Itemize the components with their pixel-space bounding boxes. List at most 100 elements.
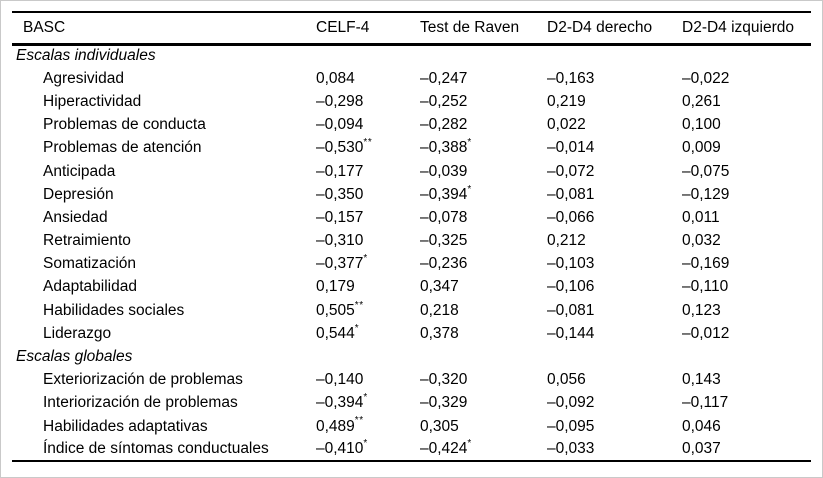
value-cell: 0,212 (547, 232, 586, 250)
value-cell: 0,056 (547, 371, 586, 389)
value-cell: –0,177 (316, 162, 364, 180)
value-cell: –0,298 (316, 92, 364, 110)
column-header-d2d4-derecho: D2-D4 derecho (547, 18, 653, 36)
row-label: Retraimiento (43, 232, 131, 250)
value-cell: –0,092 (547, 394, 595, 412)
value-cell: –0,252 (420, 92, 468, 110)
value-cell: –0,388* (420, 137, 472, 157)
value-cell: 0,305 (420, 417, 459, 435)
value-cell: 0,100 (682, 116, 721, 134)
table-row: Retraimiento –0,310 –0,325 0,212 0,032 (12, 230, 811, 253)
value-cell: –0,394* (316, 392, 368, 412)
table-row: Índice de síntomas conductuales –0,410* –0… (12, 438, 811, 461)
value-cell: –0,320 (420, 371, 468, 389)
table-row: Agresividad 0,084 –0,247 –0,163 –0,022 (12, 67, 811, 90)
value-cell: –0,424* (420, 438, 472, 458)
value-cell: –0,012 (682, 324, 730, 342)
value-cell: –0,066 (547, 208, 595, 226)
table-row: Liderazgo 0,544* 0,378 –0,144 –0,012 (12, 322, 811, 345)
section-row: Escalas individuales (12, 44, 811, 67)
table-row: Hiperactividad –0,298 –0,252 0,219 0,261 (12, 90, 811, 113)
value-cell: –0,033 (547, 440, 595, 458)
correlation-table: BASC CELF-4 Test de Raven D2-D4 derecho … (12, 11, 811, 463)
value-cell: –0,014 (547, 139, 595, 157)
column-header-raven: Test de Raven (420, 18, 520, 36)
significance-marker: * (467, 137, 472, 149)
value-cell: –0,325 (420, 232, 468, 250)
value-cell: 0,347 (420, 278, 459, 296)
value-cell: –0,022 (682, 69, 730, 87)
value-cell: 0,219 (547, 92, 586, 110)
value-cell: –0,039 (420, 162, 468, 180)
table-row: Problemas de conducta –0,094 –0,282 0,022 0,… (12, 114, 811, 137)
value-cell: –0,072 (547, 162, 595, 180)
value-cell: 0,022 (547, 116, 586, 134)
value-cell: 0,261 (682, 92, 721, 110)
value-cell: 0,143 (682, 371, 721, 389)
value-cell: 0,218 (420, 301, 459, 319)
table-row: Habilidades adaptativas 0,489** 0,305 –0,09… (12, 415, 811, 438)
value-cell: –0,129 (682, 185, 730, 203)
value-cell: –0,163 (547, 69, 595, 87)
value-cell: –0,095 (547, 417, 595, 435)
significance-marker: ** (354, 415, 364, 427)
value-cell: 0,046 (682, 417, 721, 435)
row-label: Problemas de atención (43, 139, 202, 157)
value-cell: –0,081 (547, 301, 595, 319)
significance-marker: ** (363, 137, 373, 149)
row-label: Liderazgo (43, 324, 112, 342)
value-cell: 0,032 (682, 232, 721, 250)
value-cell: –0,247 (420, 69, 468, 87)
value-cell: 0,544* (316, 322, 360, 342)
column-header-celf4: CELF-4 (316, 18, 370, 36)
row-label: Agresividad (43, 69, 124, 87)
table-row: Habilidades sociales 0,505** 0,218 –0,081 0,… (12, 299, 811, 322)
header-row: BASC CELF-4 Test de Raven D2-D4 derecho … (12, 12, 811, 44)
value-cell: –0,530** (316, 137, 373, 157)
table-row: Anticipada –0,177 –0,039 –0,072 –0,075 (12, 160, 811, 183)
row-label: Habilidades sociales (43, 301, 185, 319)
value-cell: –0,310 (316, 232, 364, 250)
value-cell: 0,179 (316, 278, 355, 296)
value-cell: –0,282 (420, 116, 468, 134)
table-row: Ansiedad –0,157 –0,078 –0,066 0,011 (12, 206, 811, 229)
value-cell: –0,144 (547, 324, 595, 342)
value-cell: 0,037 (682, 440, 721, 458)
table-row: Somatización –0,377* –0,236 –0,103 –0,169 (12, 253, 811, 276)
value-cell: –0,117 (682, 394, 729, 412)
row-label: Interiorización de problemas (43, 394, 238, 412)
table-row: Exteriorización de problemas –0,140 –0,320… (12, 369, 811, 392)
significance-marker: * (354, 322, 360, 334)
column-header-basc: BASC (23, 18, 66, 36)
row-label: Problemas de conducta (43, 116, 206, 134)
row-label: Índice de síntomas conductuales (43, 440, 269, 458)
value-cell: –0,329 (420, 394, 468, 412)
value-cell: –0,106 (547, 278, 595, 296)
value-cell: –0,377* (316, 253, 368, 273)
row-label: Exteriorización de problemas (43, 371, 243, 389)
section-label: Escalas individuales (16, 47, 156, 65)
value-cell: 0,378 (420, 324, 459, 342)
value-cell: –0,157 (316, 208, 364, 226)
row-label: Adaptabilidad (43, 278, 137, 296)
value-cell: –0,075 (682, 162, 730, 180)
value-cell: –0,103 (547, 255, 595, 273)
table-row: Adaptabilidad 0,179 0,347 –0,106 –0,110 (12, 276, 811, 299)
value-cell: 0,009 (682, 139, 721, 157)
significance-marker: * (363, 392, 368, 404)
value-cell: –0,350 (316, 185, 364, 203)
value-cell: –0,110 (682, 278, 729, 296)
significance-marker: * (363, 438, 368, 450)
table-header: BASC CELF-4 Test de Raven D2-D4 derecho … (12, 12, 811, 44)
value-cell: 0,084 (316, 69, 355, 87)
row-label: Hiperactividad (43, 92, 142, 110)
value-cell: –0,169 (682, 255, 730, 273)
table-row: Depresión –0,350 –0,394* –0,081 –0,129 (12, 183, 811, 206)
table-row: Interiorización de problemas –0,394* –0,32… (12, 392, 811, 415)
row-label: Ansiedad (43, 208, 108, 226)
row-label: Habilidades adaptativas (43, 417, 208, 435)
value-cell: –0,078 (420, 208, 468, 226)
value-cell: –0,140 (316, 371, 364, 389)
value-cell: 0,011 (682, 208, 720, 226)
value-cell: –0,094 (316, 116, 364, 134)
